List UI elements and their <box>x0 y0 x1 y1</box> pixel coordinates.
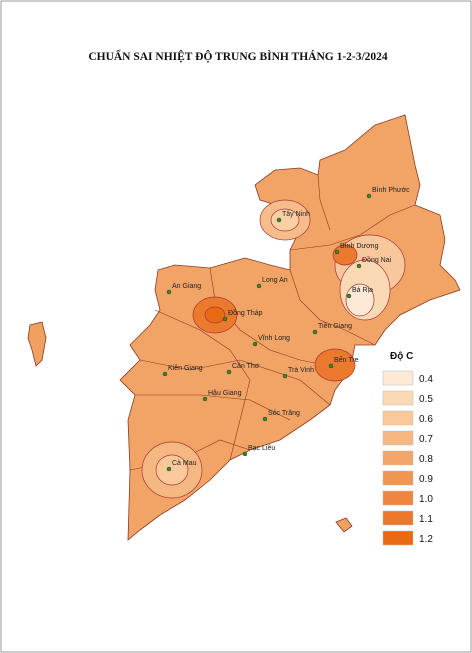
legend-swatch <box>382 450 414 466</box>
place-label: Kiên Giang <box>168 365 203 372</box>
station <box>282 373 288 379</box>
station <box>366 193 372 199</box>
place-label: Tây Ninh <box>282 211 310 218</box>
contours <box>141 199 406 499</box>
legend-label: 0.7 <box>419 434 433 445</box>
legend-label: 1.1 <box>419 514 433 525</box>
place-label: Bạc Liêu <box>248 445 275 452</box>
place-label: Đồng Tháp <box>228 308 263 317</box>
legend-swatch <box>382 410 414 426</box>
station <box>226 369 232 375</box>
station <box>202 396 208 402</box>
land <box>27 114 461 541</box>
station <box>356 263 362 269</box>
station <box>166 289 172 295</box>
legend-label: 0.5 <box>419 394 433 405</box>
station <box>242 451 248 457</box>
legend-label: 0.9 <box>419 474 433 485</box>
legend-swatch <box>382 430 414 446</box>
mainland <box>119 114 461 541</box>
place-label: Bình Dương <box>340 243 379 250</box>
island <box>335 517 353 533</box>
station <box>312 329 318 335</box>
place-label: Hậu Giang <box>208 390 242 397</box>
station <box>256 283 262 289</box>
station <box>328 363 334 369</box>
island <box>27 321 47 367</box>
station <box>162 371 168 377</box>
station <box>276 217 282 223</box>
station <box>252 341 258 347</box>
map-title: CHUẨN SAI NHIỆT ĐỘ TRUNG BÌNH THÁNG 1-2-… <box>88 48 388 63</box>
station <box>262 416 268 422</box>
legend-swatch <box>382 390 414 406</box>
legend-swatch <box>382 470 414 486</box>
place-label: Bình Phước <box>372 187 410 194</box>
station <box>346 293 352 299</box>
place-label: Bà Rịa <box>352 287 373 294</box>
legend: Độ C 0.4 0.5 0.6 0.7 0.8 0.9 1.0 1.1 1.2 <box>382 351 433 546</box>
legend-title: Độ C <box>390 351 413 362</box>
place-label: Cà Mau <box>172 460 197 467</box>
legend-label: 1.2 <box>419 534 433 545</box>
place-label: Vĩnh Long <box>258 335 290 342</box>
station <box>166 466 172 472</box>
place-label: Bến Tre <box>334 355 359 364</box>
place-label: An Giang <box>172 283 201 290</box>
station <box>334 249 340 255</box>
place-label: Tiền Giang <box>318 321 352 330</box>
place-label: Đồng Nai <box>362 255 392 264</box>
place-label: Trà Vinh <box>288 367 314 374</box>
station <box>222 316 228 322</box>
legend-label: 0.8 <box>419 454 433 465</box>
legend-swatch <box>382 370 414 386</box>
legend-swatch <box>382 510 414 526</box>
place-label: Sóc Trăng <box>268 410 300 417</box>
place-label: Cần Thơ <box>232 361 260 370</box>
legend-label: 0.6 <box>419 414 433 425</box>
legend-label: 1.0 <box>419 494 433 505</box>
place-labels: Bình Phước Tây Ninh Bình Dương Đồng Nai Bà R… <box>162 187 410 472</box>
legend-swatch <box>382 490 414 506</box>
legend-label: 0.4 <box>419 374 433 385</box>
legend-swatch <box>382 530 414 546</box>
place-label: Long An <box>262 277 288 284</box>
